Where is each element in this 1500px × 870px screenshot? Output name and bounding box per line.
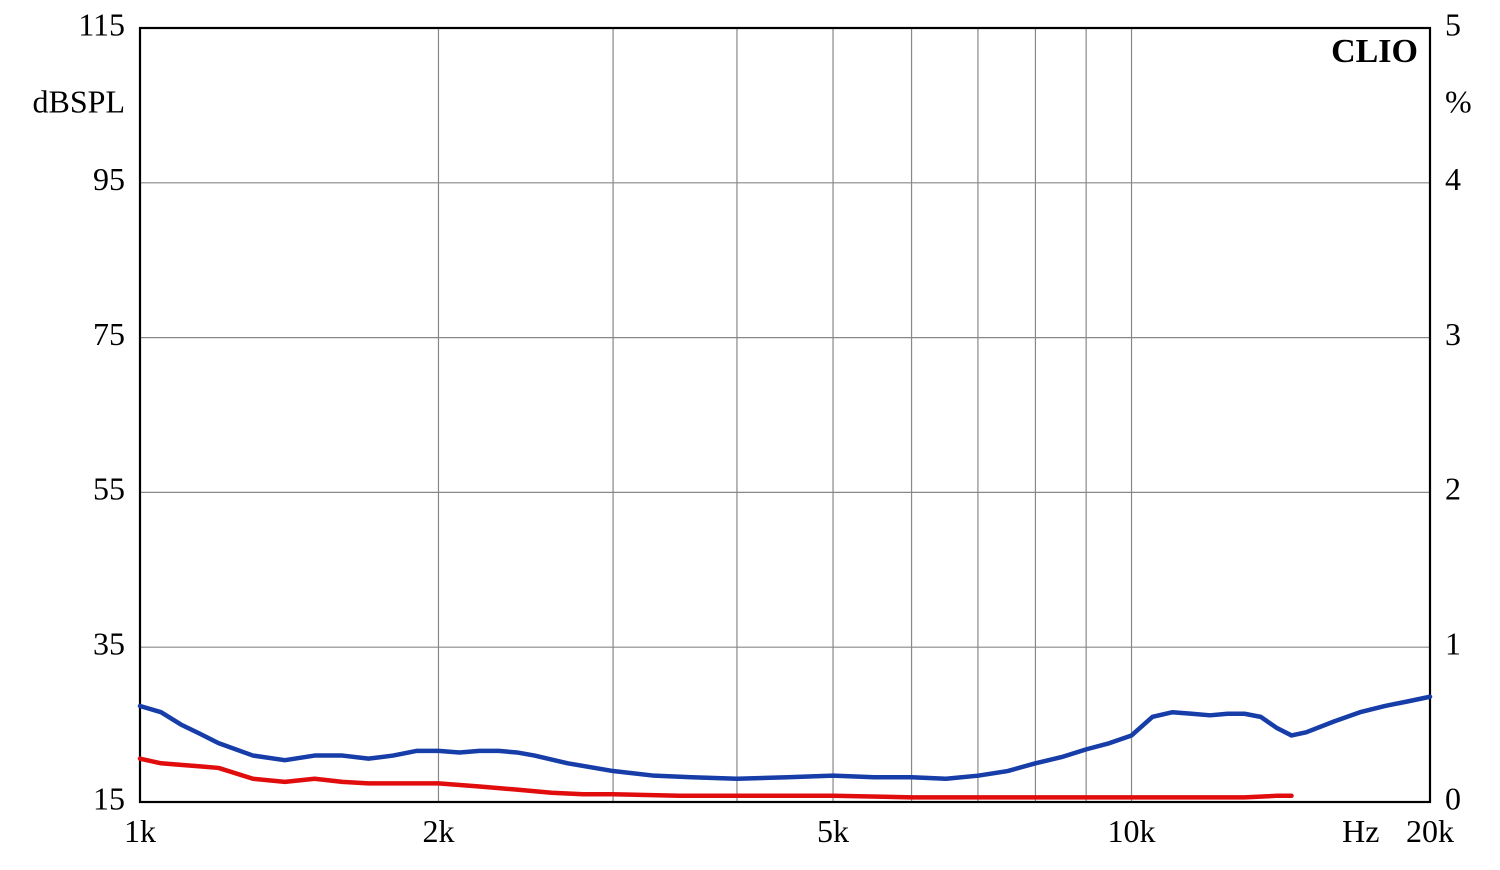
y-left-tick-label: 35 <box>93 626 125 662</box>
y-left-tick-label: 75 <box>93 316 125 352</box>
y-right-tick-label: 4 <box>1445 161 1461 197</box>
y-left-tick-label: 55 <box>93 471 125 507</box>
x-tick-label: 1k <box>124 813 156 849</box>
y-left-tick-label: 95 <box>93 161 125 197</box>
y-left-unit-label: dBSPL <box>33 84 125 120</box>
y-left-tick-label: 115 <box>78 6 125 42</box>
brand-label: CLIO <box>1331 33 1418 70</box>
y-right-tick-label: 1 <box>1445 626 1461 662</box>
y-right-unit-label: % <box>1445 84 1472 120</box>
y-right-tick-label: 0 <box>1445 780 1461 816</box>
x-tick-label: 5k <box>817 813 849 849</box>
frequency-response-chart: 15 35 55 75 95 115 dBSPL 0 1 2 3 4 5% 1k 2k 5k 10k 20k Hz C… <box>0 0 1500 870</box>
x-tick-label: 2k <box>422 813 454 849</box>
x-tick-label: 20k <box>1406 813 1454 849</box>
x-tick-label: 10k <box>1108 813 1156 849</box>
y-left-tick-label: 15 <box>93 780 125 816</box>
y-right-tick-label: 5 <box>1445 6 1461 42</box>
y-right-tick-label: 3 <box>1445 316 1461 352</box>
x-unit-label: Hz <box>1342 813 1379 849</box>
y-right-tick-label: 2 <box>1445 471 1461 507</box>
